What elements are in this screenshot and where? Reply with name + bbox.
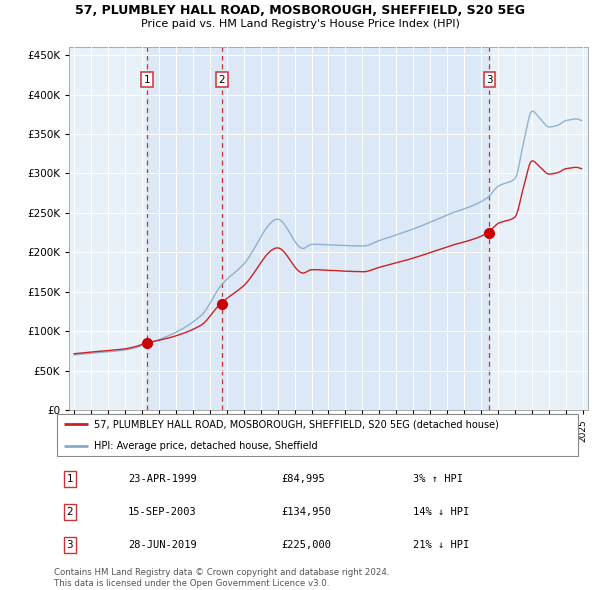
Text: 1: 1 [67,474,73,484]
Text: 3: 3 [486,75,493,85]
Text: 14% ↓ HPI: 14% ↓ HPI [413,507,469,517]
Text: 21% ↓ HPI: 21% ↓ HPI [413,540,469,550]
Text: 15-SEP-2003: 15-SEP-2003 [128,507,197,517]
Text: £84,995: £84,995 [281,474,325,484]
Text: £225,000: £225,000 [281,540,331,550]
Text: 3% ↑ HPI: 3% ↑ HPI [413,474,463,484]
Text: 57, PLUMBLEY HALL ROAD, MOSBOROUGH, SHEFFIELD, S20 5EG: 57, PLUMBLEY HALL ROAD, MOSBOROUGH, SHEF… [75,4,525,17]
Text: Contains HM Land Registry data © Crown copyright and database right 2024.
This d: Contains HM Land Registry data © Crown c… [54,568,389,588]
Text: 28-JUN-2019: 28-JUN-2019 [128,540,197,550]
Text: 57, PLUMBLEY HALL ROAD, MOSBOROUGH, SHEFFIELD, S20 5EG (detached house): 57, PLUMBLEY HALL ROAD, MOSBOROUGH, SHEF… [94,419,499,429]
Text: 23-APR-1999: 23-APR-1999 [128,474,197,484]
Text: HPI: Average price, detached house, Sheffield: HPI: Average price, detached house, Shef… [94,441,317,451]
Text: 3: 3 [67,540,73,550]
Text: 2: 2 [218,75,225,85]
Text: 2: 2 [67,507,73,517]
Text: 1: 1 [144,75,151,85]
FancyBboxPatch shape [56,414,578,456]
Text: £134,950: £134,950 [281,507,331,517]
Bar [147,47,490,410]
Text: Price paid vs. HM Land Registry's House Price Index (HPI): Price paid vs. HM Land Registry's House … [140,19,460,30]
